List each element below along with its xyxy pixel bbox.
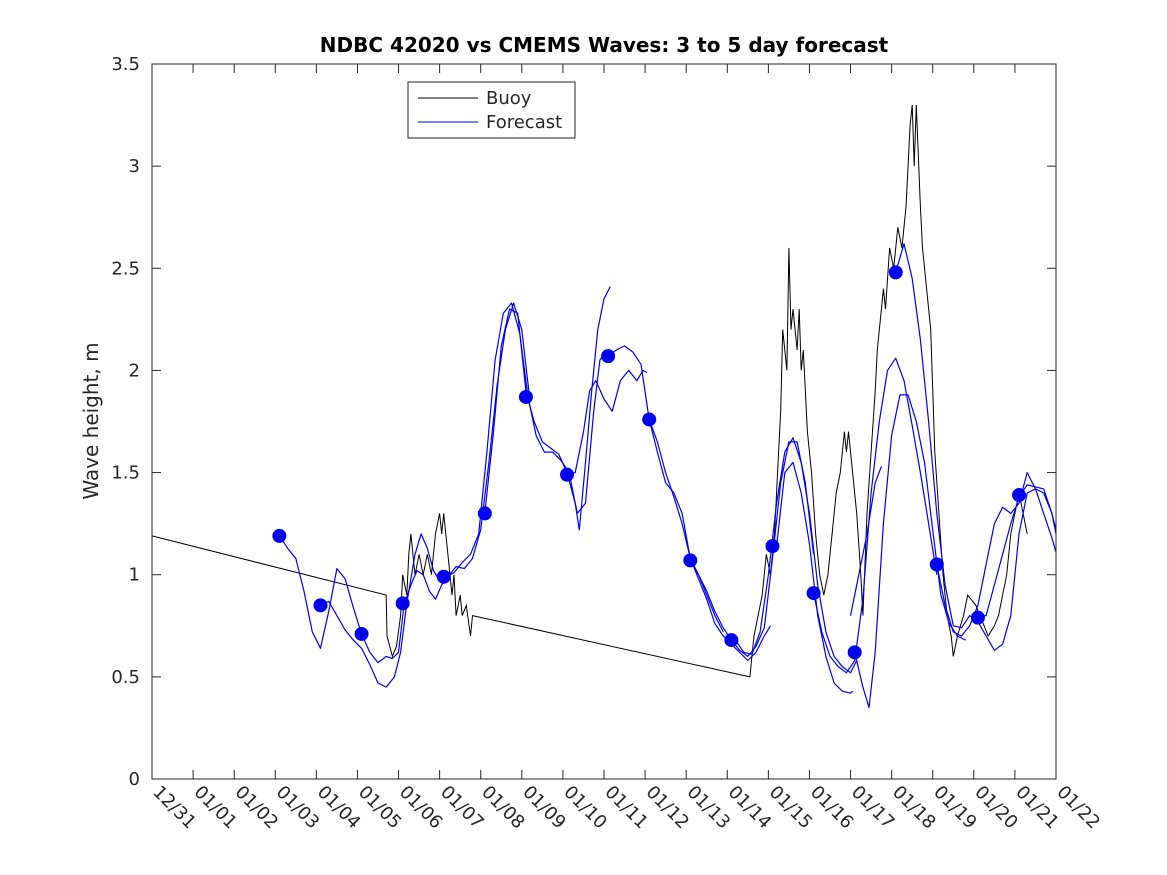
data-layer [151,104,1057,709]
y-tick-label: 2.5 [111,258,140,279]
y-tick-label: 2 [129,360,140,381]
series-forecast-line [689,441,815,658]
forecast-marker-point [683,553,698,568]
y-tick-label: 1.5 [111,463,140,484]
forecast-marker-point [806,586,821,601]
series-buoy-line [151,104,1028,678]
y-tick-label: 3 [129,156,140,177]
series-forecast-line [320,533,447,688]
forecast-marker-point [888,265,903,280]
forecast-marker-point [847,645,862,660]
forecast-marker-point [765,539,780,554]
forecast-marker-point [724,633,739,648]
legend: Buoy Forecast [407,81,576,139]
legend-label-forecast: Forecast [486,112,562,133]
forecast-marker-point [929,557,944,572]
series-forecast-line [936,472,1057,637]
forecast-marker-point [970,610,985,625]
forecast-marker-point [518,389,533,404]
forecast-marker-point [560,467,575,482]
forecast-marker-point [395,596,410,611]
series-forecast-line [566,369,648,476]
series-forecast-line [849,466,882,616]
legend-label-buoy: Buoy [486,88,532,109]
plot-frame [151,63,1057,780]
series-forecast-line [404,302,531,604]
plot-area [152,64,1056,779]
series-forecast-line [813,357,938,674]
series-forecast-line [278,535,406,664]
y-tick-label: 1 [129,565,140,586]
forecast-marker-point [313,598,328,613]
y-tick-label: 0 [129,769,140,790]
legend-box [407,81,576,139]
y-tick-label: 3.5 [111,54,140,75]
series-forecast-line [484,286,611,531]
series-forecast-line [607,345,724,633]
forecast-marker-point [477,506,492,521]
y-axis-label: Wave height, m [79,342,103,499]
series-forecast-line [735,437,858,674]
series-forecast-line [648,419,771,662]
forecast-marker-point [601,349,616,364]
forecast-marker-point [436,569,451,584]
series-forecast-line [854,394,966,709]
forecast-marker-point [642,412,657,427]
forecast-marker-point [354,626,369,641]
series-forecast-line [776,461,854,694]
forecast-marker-point [1012,488,1027,503]
y-tick-label: 0.5 [111,667,140,688]
chart-title: NDBC 42020 vs CMEMS Waves: 3 to 5 day fo… [320,33,889,57]
forecast-marker-point [272,528,287,543]
